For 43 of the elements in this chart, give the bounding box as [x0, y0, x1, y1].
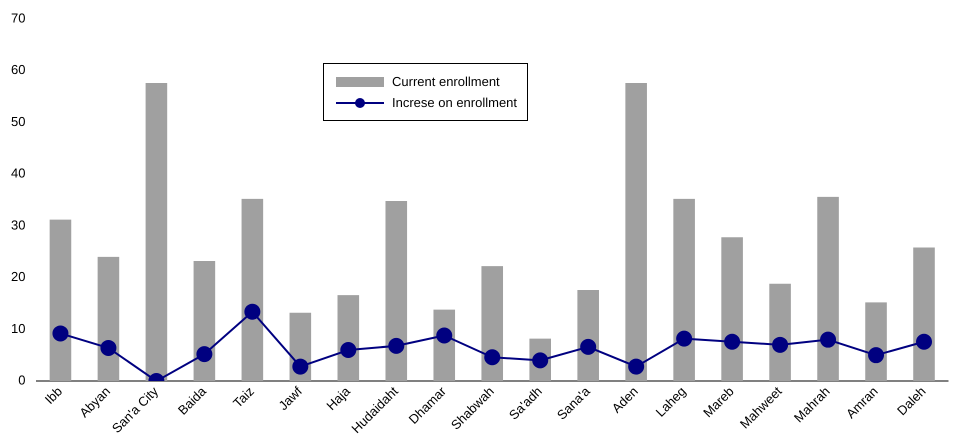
legend-label: Current enrollment — [392, 74, 500, 89]
bar — [625, 82, 647, 382]
point — [772, 336, 788, 353]
point — [244, 304, 260, 320]
point — [340, 342, 356, 358]
point — [916, 334, 932, 350]
point — [196, 346, 212, 362]
point — [484, 349, 500, 366]
point — [820, 332, 836, 348]
y-tick-label: 60 — [10, 62, 26, 78]
y-tick-label: 50 — [10, 114, 26, 129]
point — [868, 347, 884, 364]
y-tick-label: 40 — [10, 166, 26, 181]
point — [52, 325, 68, 342]
point — [628, 358, 644, 375]
x-tick-label: Ibb — [42, 384, 66, 408]
point — [676, 330, 692, 347]
bar — [769, 284, 791, 382]
y-tick-label: 10 — [10, 320, 26, 336]
y-tick-label: 20 — [10, 269, 26, 284]
bar — [194, 260, 216, 382]
bar — [98, 256, 120, 382]
bar — [385, 200, 408, 382]
bar — [242, 198, 264, 382]
point — [436, 328, 452, 344]
point — [388, 338, 404, 354]
bar — [673, 198, 695, 382]
bar — [50, 220, 72, 382]
bar — [817, 196, 839, 382]
point — [100, 340, 116, 356]
y-tick-label: 30 — [10, 217, 26, 232]
legend-label: Increse on enrollment — [392, 95, 518, 110]
point — [724, 334, 740, 350]
y-tick-label: 70 — [10, 10, 26, 26]
point — [292, 358, 308, 375]
x-tick-label: Taiz — [230, 384, 257, 411]
point — [580, 338, 596, 355]
bar — [913, 248, 935, 382]
bar — [146, 82, 168, 382]
x-tick-label: Haja — [323, 383, 354, 414]
bar — [481, 266, 504, 382]
y-tick-label: 0 — [18, 372, 26, 388]
bar — [721, 237, 743, 382]
